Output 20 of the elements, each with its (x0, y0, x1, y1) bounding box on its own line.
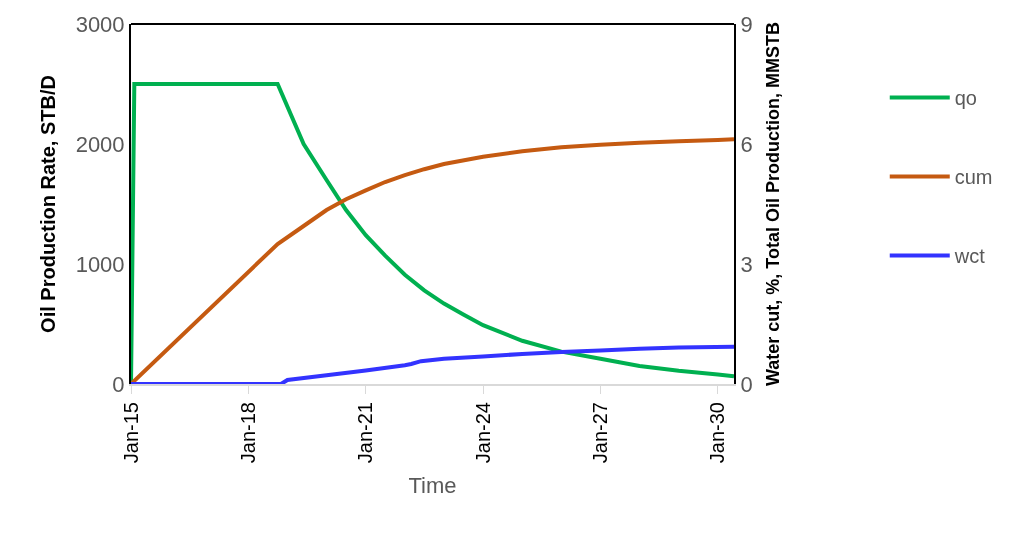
y-tick-label: 0 (112, 371, 125, 397)
legend-label: cum (954, 166, 993, 189)
y2-tick-label: 6 (740, 131, 753, 157)
x-tick-label: Jan-30 (706, 402, 729, 464)
legend-label: qo (954, 87, 977, 110)
y-axis-title: Oil Production Rate, STB/D (36, 75, 59, 333)
x-tick-label: Jan-27 (588, 402, 611, 464)
y2-tick-label: 0 (740, 371, 753, 397)
y2-tick-label: 3 (740, 251, 753, 277)
x-tick-label: Jan-15 (119, 402, 142, 464)
y-tick-label: 3000 (75, 11, 125, 37)
y-tick-label: 2000 (75, 131, 125, 157)
x-tick-label: Jan-18 (236, 402, 259, 464)
x-axis-title: Time (408, 472, 457, 498)
x-tick-label: Jan-21 (354, 402, 377, 464)
legend-label: wct (953, 245, 986, 268)
y2-axis-title: Water cut, %, Total Oil Production, MMSTB (763, 22, 784, 386)
y2-tick-label: 9 (740, 11, 753, 37)
x-tick-label: Jan-24 (471, 402, 494, 464)
y-tick-label: 1000 (75, 251, 125, 277)
